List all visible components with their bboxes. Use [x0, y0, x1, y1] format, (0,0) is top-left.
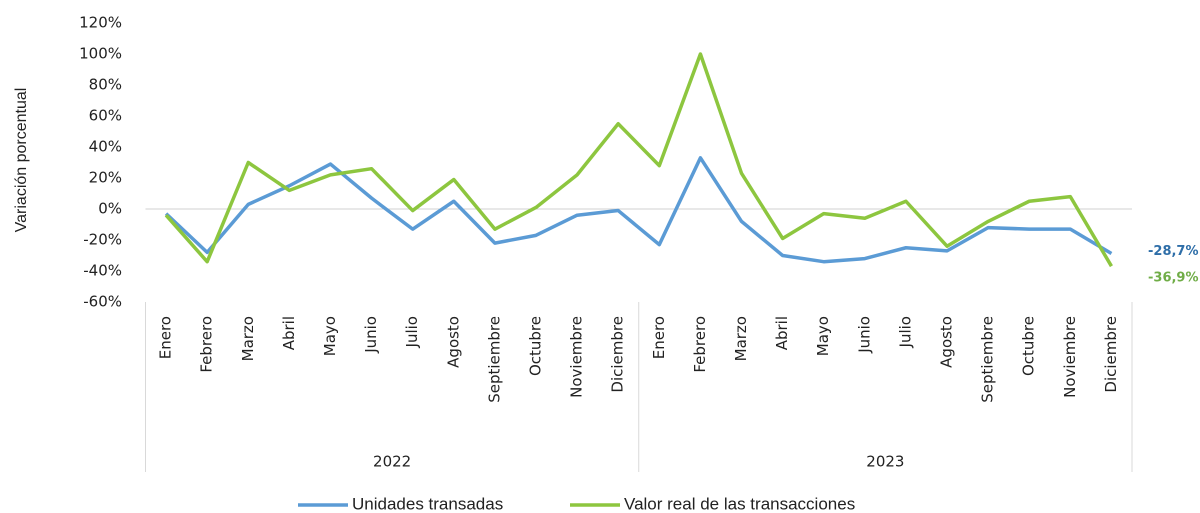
x-tick-label: Julio: [403, 316, 421, 348]
series-line: [164, 52, 1113, 268]
x-tick-label: Junio: [362, 316, 380, 354]
x-tick-label: Septiembre: [979, 316, 997, 403]
x-tick-label: Agosto: [938, 316, 956, 368]
y-tick-label: 60%: [89, 107, 122, 125]
x-tick-label: Diciembre: [609, 316, 627, 393]
y-tick-label: -40%: [83, 262, 122, 280]
y-tick-label: 20%: [89, 169, 122, 187]
legend-label: Valor real de las transacciones: [624, 494, 855, 513]
legend-label: Unidades transadas: [352, 494, 503, 513]
x-tick-label: Noviembre: [568, 316, 586, 398]
x-tick-label: Abril: [280, 316, 298, 350]
y-tick-label: 100%: [79, 45, 122, 63]
y-tick-label: -20%: [83, 231, 122, 249]
data-label: -28,7%: [1148, 244, 1199, 259]
y-tick-label: -60%: [83, 293, 122, 311]
x-tick-label: Noviembre: [1061, 316, 1079, 398]
x-tick-label: Marzo: [239, 316, 257, 361]
x-tick-label: Mayo: [321, 316, 339, 356]
y-tick-label: 40%: [89, 138, 122, 156]
x-tick-label: Octubre: [1020, 316, 1038, 376]
x-tick-label: Enero: [650, 316, 668, 359]
x-tick-label: Febrero: [198, 316, 216, 373]
x-tick-label: Octubre: [526, 316, 544, 376]
y-tick-label: 120%: [79, 14, 122, 32]
x-tick-label: Febrero: [691, 316, 709, 373]
x-tick-label: Julio: [896, 316, 914, 348]
series-line: [164, 156, 1113, 264]
x-tick-label: Abril: [773, 316, 791, 350]
y-tick-label: 80%: [89, 76, 122, 94]
y-axis-label: Variación porcentual: [13, 88, 30, 233]
group-label: 2023: [866, 453, 904, 471]
x-tick-label: Agosto: [444, 316, 462, 368]
data-label: -36,9%: [1148, 271, 1199, 286]
y-tick-label: 0%: [98, 200, 122, 218]
group-label: 2022: [373, 453, 411, 471]
x-tick-label: Septiembre: [485, 316, 503, 403]
x-tick-label: Mayo: [814, 316, 832, 356]
x-tick-label: Marzo: [732, 316, 750, 361]
x-tick-label: Junio: [855, 316, 873, 354]
x-tick-label: Diciembre: [1102, 316, 1120, 393]
x-tick-label: Enero: [157, 316, 175, 359]
